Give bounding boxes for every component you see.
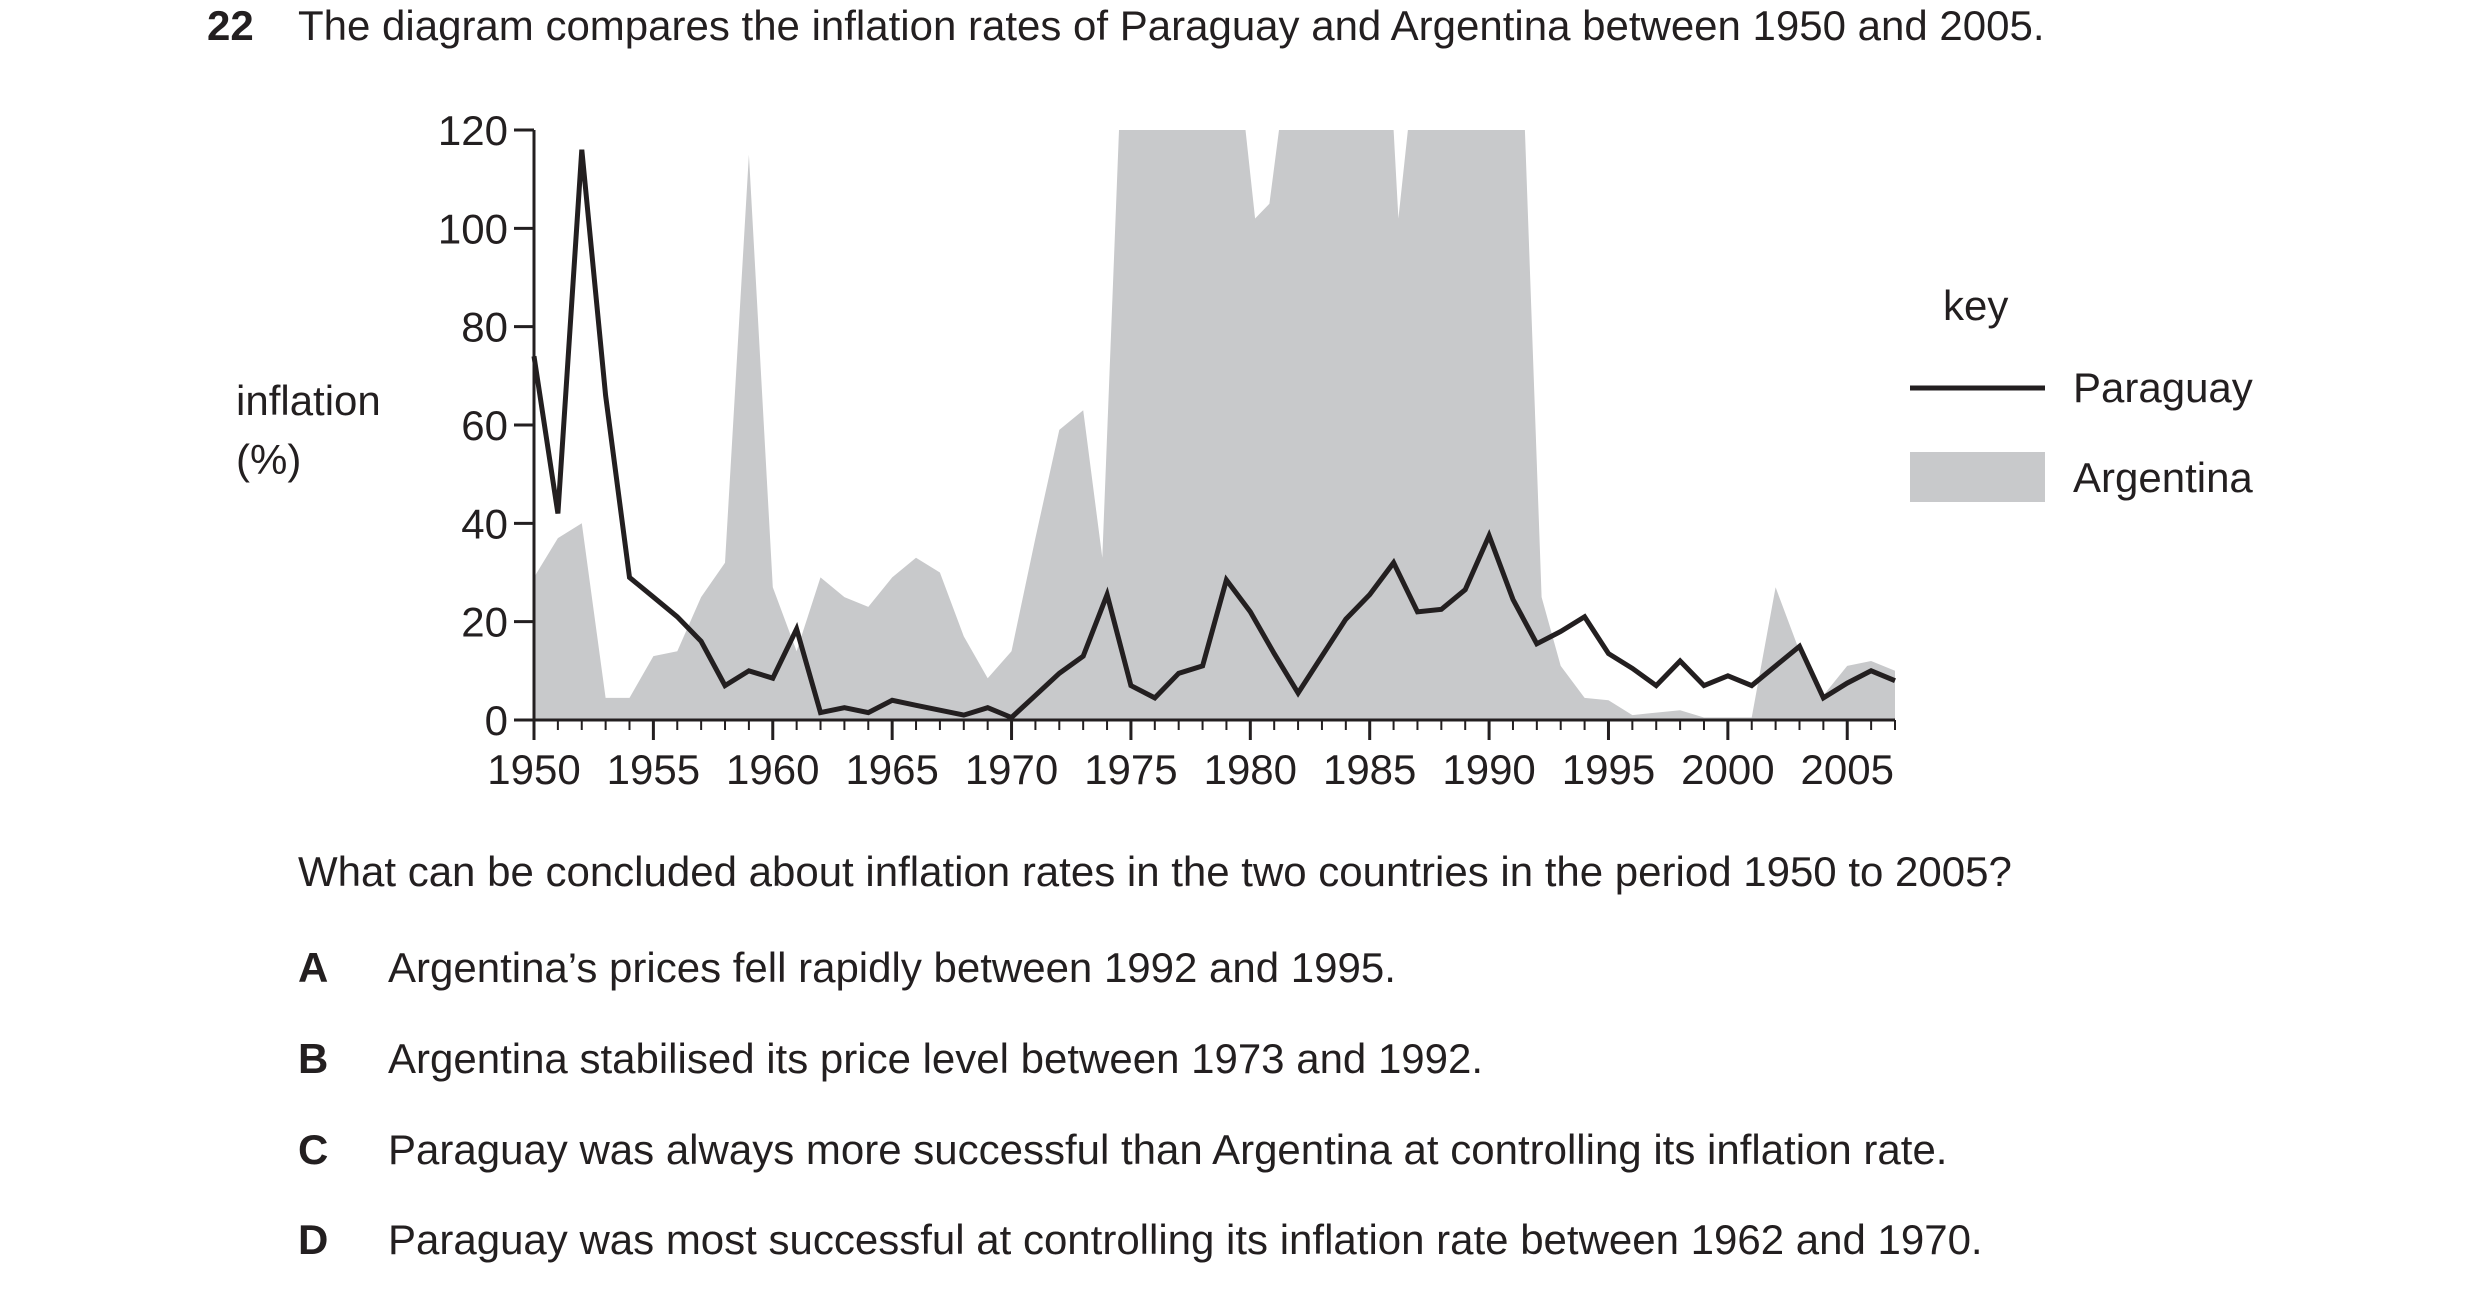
x-tick-label: 1980 [1204, 746, 1297, 793]
question-number: 22 [207, 2, 254, 49]
y-tick-label: 100 [438, 205, 508, 252]
option-c-letter: C [298, 1126, 329, 1173]
option-b-letter: B [298, 1035, 329, 1082]
axes: 0 20 40 60 80 100 120 1950 1955 1960 1965 1970 1975 1… [438, 107, 1896, 793]
paraguay-line [531, 149, 1896, 721]
y-axis-label-line-2: (%) [236, 436, 301, 483]
option-b[interactable]: B Argentina stabilised its price level be… [298, 1035, 1483, 1083]
legend-argentina-swatch [1910, 452, 2045, 502]
y-tick-label: 60 [461, 402, 508, 449]
x-tick-label: 1955 [607, 746, 700, 793]
x-tick-label: 1985 [1323, 746, 1416, 793]
legend-paraguay-label: Paraguay [2073, 364, 2253, 411]
legend-argentina-label: Argentina [2073, 454, 2253, 501]
y-tick-label: 20 [461, 599, 508, 646]
option-a-letter: A [298, 944, 329, 991]
legend-title: key [1943, 282, 2008, 329]
argentina-area [534, 130, 1895, 720]
option-c[interactable]: C Paraguay was always more successful tha… [298, 1126, 1947, 1174]
x-tick-label: 1970 [965, 746, 1058, 793]
y-tick-label: 120 [438, 107, 508, 154]
inflation-chart: 0 20 40 60 80 100 120 1950 1955 1960 1965 1970 1975 1… [236, 107, 2253, 793]
option-b-text: Argentina stabilised its price level bet… [388, 1035, 1484, 1082]
x-tick-label: 1950 [487, 746, 580, 793]
option-a[interactable]: A Argentina’s prices fell rapidly between… [298, 944, 1396, 992]
y-tick-label: 40 [461, 500, 508, 547]
x-tick-label: 1990 [1442, 746, 1535, 793]
x-tick-label: 1960 [726, 746, 819, 793]
option-c-text: Paraguay was always more successful than… [388, 1126, 1948, 1173]
x-tick-label: 1965 [845, 746, 938, 793]
y-tick-label: 80 [461, 304, 508, 351]
argentina-area-layer [534, 130, 1895, 720]
x-tick-label: 1995 [1562, 746, 1655, 793]
x-tick-label: 2005 [1801, 746, 1894, 793]
y-tick-label: 0 [485, 697, 508, 744]
question-prompt: What can be concluded about inflation ra… [298, 848, 2012, 895]
option-d-text: Paraguay was most successful at controll… [388, 1216, 1983, 1263]
option-a-text: Argentina’s prices fell rapidly between … [388, 944, 1396, 991]
question-stem: The diagram compares the inflation rates… [298, 2, 2045, 49]
paraguay-line-layer [531, 149, 1896, 721]
x-tick-label: 2000 [1681, 746, 1774, 793]
option-d[interactable]: D Paraguay was most successful at control… [298, 1216, 1983, 1264]
x-tick-label: 1975 [1084, 746, 1177, 793]
y-axis-label-line-1: inflation [236, 377, 381, 424]
y-axis-label: inflation (%) [236, 377, 381, 483]
legend: key Paraguay Argentina [1910, 282, 2253, 502]
option-d-letter: D [298, 1216, 329, 1263]
